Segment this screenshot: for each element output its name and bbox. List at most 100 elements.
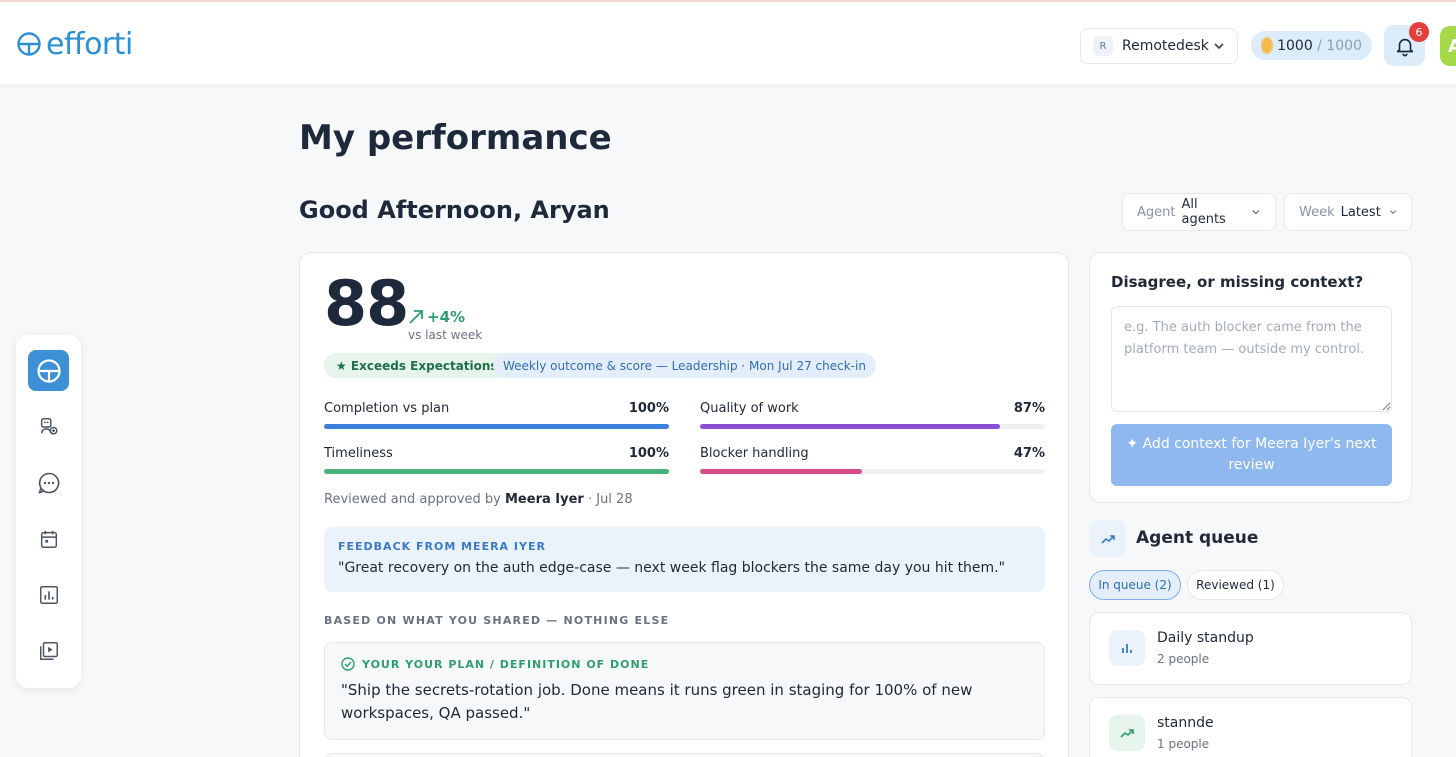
trend-up-icon <box>1120 729 1134 738</box>
context-card: Disagree, or missing context? ✦ Add cont… <box>1089 252 1412 503</box>
reviewer-name: Meera Iyer <box>505 492 584 507</box>
chevron-down-icon <box>1252 209 1260 215</box>
queue-item-people: 1 people <box>1157 737 1210 751</box>
metric-label: Timeliness <box>324 446 393 461</box>
top-bar: efforti R Remotedesk 1000 / 1000 6 A <box>0 0 1456 84</box>
side-nav <box>16 335 81 688</box>
credits-separator: / <box>1312 37 1327 54</box>
queue-item-name: stannde <box>1157 715 1214 731</box>
context-card-title: Disagree, or missing context? <box>1111 273 1364 291</box>
notification-count-badge: 6 <box>1409 22 1429 42</box>
queue-item[interactable]: Daily standup 2 people <box>1089 612 1412 685</box>
workspace-switcher[interactable]: R Remotedesk <box>1080 28 1238 64</box>
metric-track <box>324 424 669 429</box>
next-section-card <box>324 753 1045 757</box>
queue-item-name: Daily standup <box>1157 630 1254 646</box>
metric-blocker-handling: Blocker handling 47% <box>700 446 1045 474</box>
plan-heading-text: YOUR YOUR PLAN / DEFINITION OF DONE <box>362 657 650 671</box>
video-library-icon <box>39 641 58 660</box>
credits-total: 1000 <box>1326 37 1362 54</box>
metric-fill <box>324 424 669 429</box>
agent-queue-icon-box <box>1089 520 1126 557</box>
feedback-quote: "Great recovery on the auth edge-case — … <box>338 560 1006 576</box>
metric-label: Quality of work <box>700 401 799 416</box>
metric-percent: 47% <box>1013 446 1045 461</box>
bell-icon <box>1396 38 1413 56</box>
score-context-badge[interactable]: Weekly outcome & score — Leadership · Mo… <box>493 353 876 378</box>
agent-queue-title: Agent queue <box>1136 528 1259 548</box>
score-delta: +4% <box>408 308 465 326</box>
plan-heading: YOUR YOUR PLAN / DEFINITION OF DONE <box>341 657 1028 671</box>
tab-reviewed[interactable]: Reviewed (1) <box>1187 570 1284 600</box>
nav-team[interactable] <box>28 406 69 447</box>
chevron-down-icon <box>1389 210 1396 215</box>
nav-chat[interactable] <box>28 462 69 503</box>
nav-videos[interactable] <box>28 630 69 671</box>
workspace-badge: R <box>1093 36 1113 56</box>
queue-item[interactable]: stannde 1 people <box>1089 697 1412 757</box>
metric-quality: Quality of work 87% <box>700 401 1045 429</box>
check-circle-icon <box>341 657 355 671</box>
bar-report-icon <box>39 585 58 604</box>
tab-in-queue[interactable]: In queue (2) <box>1089 570 1181 600</box>
credits-counter[interactable]: 1000 / 1000 <box>1251 31 1372 60</box>
nav-reports[interactable] <box>28 574 69 615</box>
score-value: 88 <box>324 267 409 340</box>
metric-percent: 87% <box>1013 401 1045 416</box>
queue-item-icon-box <box>1109 715 1145 751</box>
manager-feedback: FEEDBACK FROM MEERA IYER "Great recovery… <box>324 527 1045 592</box>
metric-fill <box>700 469 863 474</box>
calendar-icon <box>40 530 57 548</box>
review-date: · Jul 28 <box>587 492 633 507</box>
chat-bubble-icon <box>37 472 59 494</box>
metric-label: Completion vs plan <box>324 401 450 416</box>
metric-track <box>700 469 1045 474</box>
agent-filter-label: Agent <box>1137 204 1176 220</box>
review-prefix: Reviewed and approved by <box>324 492 501 507</box>
coin-icon <box>1261 37 1274 54</box>
feedback-heading: FEEDBACK FROM MEERA IYER <box>338 540 546 553</box>
context-input[interactable] <box>1111 306 1392 412</box>
based-on-heading: BASED ON WHAT YOU SHARED — NOTHING ELSE <box>324 614 670 627</box>
greeting: Good Afternoon, Aryan <box>299 196 610 224</box>
metric-percent: 100% <box>628 401 669 416</box>
score-delta-value: +4% <box>427 308 466 326</box>
bar-chart-icon <box>1122 644 1132 653</box>
metric-fill <box>324 469 669 474</box>
efforti-logo-icon <box>17 32 41 56</box>
add-context-button[interactable]: ✦ Add context for Meera Iyer's next revi… <box>1111 424 1392 486</box>
week-filter[interactable]: Week Latest <box>1284 193 1412 231</box>
metric-label: Blocker handling <box>700 446 809 461</box>
rating-badge: ★ Exceeds Expectations <box>324 353 510 378</box>
metric-track <box>700 424 1045 429</box>
queue-item-icon-box <box>1109 630 1145 666</box>
workspace-name: Remotedesk <box>1122 38 1209 54</box>
plan-card: YOUR YOUR PLAN / DEFINITION OF DONE "Shi… <box>324 642 1045 740</box>
brand-logo[interactable]: efforti <box>16 26 133 62</box>
plan-quote: "Ship the secrets-rotation job. Done mea… <box>341 681 973 722</box>
performance-card: 88 +4% vs last week ★ Exceeds Expectatio… <box>299 252 1069 757</box>
credits-used: 1000 <box>1277 37 1313 54</box>
week-filter-value: Latest <box>1340 204 1381 220</box>
metric-timeliness: Timeliness 100% <box>324 446 669 474</box>
metric-fill <box>700 424 1001 429</box>
trend-up-icon <box>1100 534 1115 544</box>
metric-percent: 100% <box>628 446 669 461</box>
page-title: My performance <box>299 118 612 158</box>
agent-filter[interactable]: Agent All agents <box>1122 193 1276 231</box>
team-settings-icon <box>40 417 58 435</box>
nav-dashboard[interactable] <box>28 350 69 391</box>
nav-calendar[interactable] <box>28 518 69 559</box>
metric-completion: Completion vs plan 100% <box>324 401 669 429</box>
queue-item-people: 2 people <box>1157 652 1210 666</box>
week-filter-label: Week <box>1299 204 1335 220</box>
score-delta-caption: vs last week <box>408 328 483 342</box>
agent-filter-value: All agents <box>1181 197 1226 227</box>
chevron-down-icon <box>1214 43 1224 50</box>
arrow-up-right-icon <box>409 310 423 324</box>
metric-track <box>324 469 669 474</box>
user-avatar[interactable]: A <box>1440 26 1456 66</box>
dashboard-gauge-icon <box>36 358 61 383</box>
review-status: Reviewed and approved by Meera Iyer · Ju… <box>324 492 633 507</box>
brand-name: efforti <box>46 26 133 62</box>
